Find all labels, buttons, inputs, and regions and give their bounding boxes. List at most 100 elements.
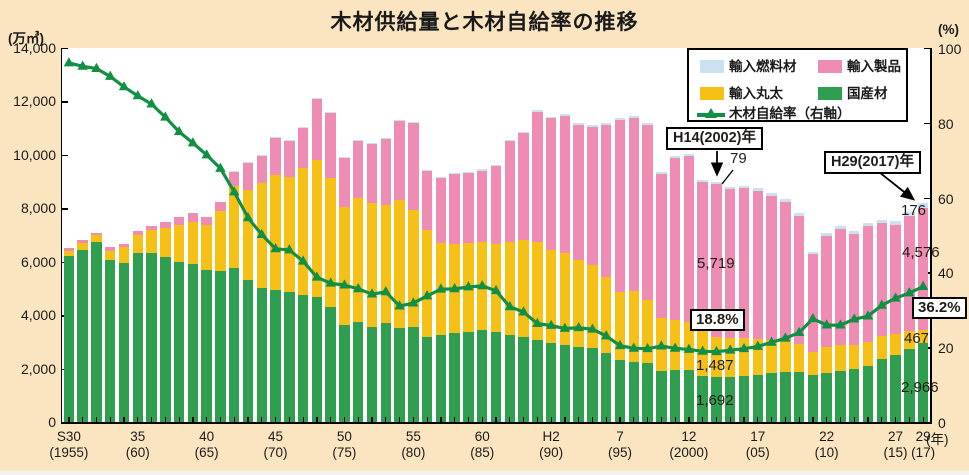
y-axis-tick-right [924,122,930,125]
bar-segment-imported-logs [91,235,102,242]
bar-segment-imported-products [215,201,226,211]
bar-segment-imported-products [463,173,474,244]
bar-segment-imported-products [435,178,447,244]
x-axis-year-tick [261,417,263,422]
bar-segment-domestic [518,336,529,422]
y-axis-tick-right [924,48,930,50]
bar-segment-domestic [187,264,199,422]
legend-item-label: 輸入製品 [847,59,901,74]
x-axis-year-tick [660,417,663,422]
bar-segment-imported-products [77,240,88,244]
bar-segment-imported-logs [311,160,323,297]
bar-segment-imported-products [862,226,874,342]
y-axis-tick-label-right: 100 [938,41,962,57]
x-axis-year-tick [412,417,415,422]
x-axis-year-tick [137,417,139,422]
x-axis-tick-label-era: 29 [915,429,931,444]
bar-segment-imported-fuel [394,119,405,122]
bar-segment-domestic [642,363,653,422]
x-axis-year-tick [633,417,635,422]
bar-segment-domestic [601,353,612,422]
bar-segment-imported-logs [449,244,460,334]
bar-segment-imported-logs [793,343,805,373]
bar-segment-imported-logs [173,224,185,262]
x-axis-year-tick [357,417,359,422]
bar-segment-imported-fuel [284,140,295,142]
annotation-h14-fuel: 79 [730,150,747,167]
x-axis-year-tick [385,417,387,422]
bar-segment-imported-products [242,162,254,190]
bar-segment-domestic [849,369,860,422]
bar-segment-imported-logs [118,247,130,263]
y-axis-left-line [60,48,62,423]
bar-segment-imported-logs [380,204,391,324]
bar-segment-imported-logs [876,335,887,359]
bar-segment-domestic [904,349,915,422]
bar-segment-imported-fuel [821,233,832,236]
bar-segment-domestic [683,369,695,422]
annotation-h14-box: H14(2002)年 [666,127,764,150]
bar-segment-imported-logs [752,338,763,375]
bar-segment-imported-fuel [601,123,612,125]
bar-segment-imported-logs [366,203,378,327]
bar-segment-imported-fuel [587,125,598,127]
bar-segment-imported-products [339,157,350,207]
x-axis-year-tick [619,417,621,422]
bar-segment-domestic [559,345,571,422]
y-axis-tick-label-right: 40 [938,265,954,282]
bar-segment-imported-logs [463,243,474,332]
x-axis-year-tick [302,417,304,422]
x-axis-tick-label-western: (60) [125,445,150,460]
bar-segment-domestic [752,374,763,422]
bar-segment-imported-fuel [766,193,777,196]
annotation-h29-fuel: 176 [901,202,927,219]
bar-segment-imported-products [669,157,681,321]
bar-segment-imported-logs [270,175,281,291]
bar-segment-imported-logs [105,251,116,261]
bar-segment-imported-fuel [780,199,791,202]
bar-segment-imported-logs [132,234,143,253]
x-axis-year-tick [178,417,180,422]
bar-segment-domestic [545,343,557,422]
left-axis-unit: (万㎥) [8,31,44,46]
x-axis-year-tick [715,417,718,422]
legend-item-label: 輸入丸太 [729,86,783,101]
x-axis-tick-label-western: (80) [401,445,426,460]
bar-segment-imported-logs [642,300,653,364]
bar-segment-imported-logs [669,320,681,370]
x-axis-tick-label-era: 27 [888,429,904,444]
bar-segment-domestic [669,369,681,422]
x-axis-year-tick [894,417,897,422]
bar-segment-imported-logs [807,351,819,375]
bar-segment-domestic [339,325,350,422]
bar-segment-imported-logs [408,210,419,327]
bar-segment-imported-logs [532,241,543,340]
bar-segment-imported-logs [862,341,874,366]
x-axis-tick-label-western: (75) [332,445,357,460]
x-axis-year-tick [922,417,924,422]
x-axis-year-tick [343,417,346,422]
bar-segment-imported-logs [738,338,750,376]
bar-segment-domestic [297,294,309,422]
bar-segment-imported-products [821,235,832,347]
bar-segment-imported-fuel [353,140,364,142]
x-axis-tick-label-western: (17) [911,445,936,460]
x-axis-tick-label-western: (1955) [49,445,89,460]
bar-segment-imported-products [890,224,901,335]
x-axis-year-tick [95,417,98,422]
bar-segment-imported-fuel [532,109,543,112]
bar-segment-imported-products [477,170,488,243]
bar-segment-imported-products [229,171,240,186]
bar-segment-imported-fuel [366,143,378,145]
x-axis-year-tick [812,417,814,422]
y-axis-tick-label-right: 80 [938,115,954,132]
bar-segment-domestic [229,268,240,422]
bar-segment-imported-products [656,173,667,319]
bar-segment-imported-fuel [270,136,281,138]
y-axis-tick-right [924,197,930,199]
bar-segment-domestic [215,271,226,422]
annotation-h14-products: 5,719 [697,255,735,272]
bar-segment-imported-fuel [325,111,336,113]
x-axis-year-tick [164,417,167,422]
bar-segment-imported-products [835,228,846,345]
